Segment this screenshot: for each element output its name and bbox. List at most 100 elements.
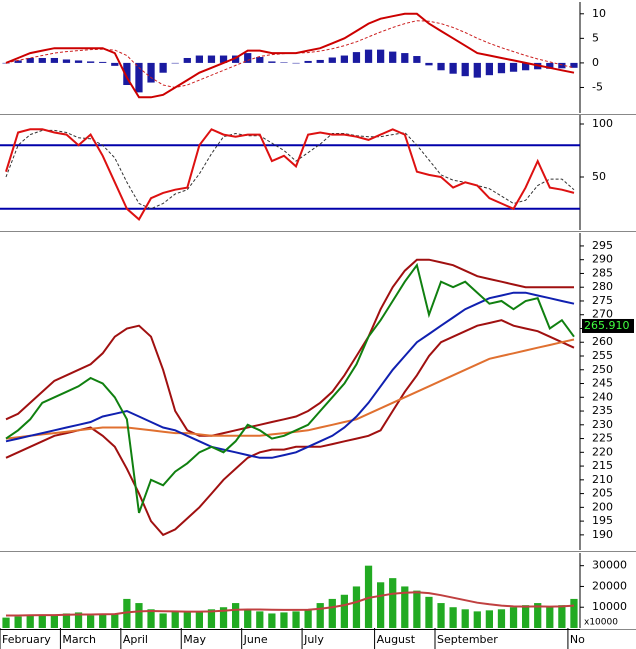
y-tick-label: 190 [592, 528, 613, 541]
bar [292, 611, 300, 628]
y-tick-label: 235 [592, 404, 613, 417]
bar [437, 603, 445, 628]
y-tick-label: 285 [592, 266, 613, 279]
bar [171, 62, 179, 64]
y-tick-label: 280 [592, 280, 613, 293]
bar [159, 613, 167, 628]
bar [244, 53, 252, 63]
bar [558, 62, 566, 69]
bar [147, 62, 155, 83]
bar [183, 612, 191, 628]
bar [38, 57, 46, 63]
x-tick-label: September [437, 633, 498, 646]
x-tick-label: April [123, 633, 148, 646]
series-line [5, 291, 575, 459]
bar [316, 59, 324, 63]
last-value-label: 265.910 [584, 319, 630, 332]
x-tick-label: No [570, 633, 585, 646]
y-tick-label: 245 [592, 377, 613, 390]
bar [14, 616, 22, 628]
bar [123, 598, 131, 628]
y-tick-label: 210 [592, 473, 613, 486]
series-line [5, 128, 575, 221]
bar [292, 62, 300, 64]
y-tick-label: 205 [592, 487, 613, 500]
bar [147, 609, 155, 628]
bar [473, 62, 481, 78]
bar [461, 609, 469, 628]
y-tick-label: 250 [592, 363, 613, 376]
bar [316, 603, 324, 628]
bar [256, 611, 264, 628]
bar [425, 62, 433, 66]
bar [50, 57, 58, 63]
y-tick-label: 10 [592, 7, 606, 20]
bar [522, 62, 530, 71]
bar [256, 57, 264, 63]
y-tick-label: 225 [592, 432, 613, 445]
bar [280, 612, 288, 628]
bar [111, 613, 119, 628]
bar [340, 55, 348, 63]
bar [461, 62, 469, 77]
bar [219, 55, 228, 63]
unit-label: x10000 [584, 618, 618, 628]
bar [352, 52, 361, 63]
bar [135, 603, 143, 628]
bar [2, 62, 10, 64]
series-line [5, 262, 575, 514]
bar [244, 609, 252, 628]
bar [534, 603, 542, 628]
y-tick-label: 215 [592, 459, 613, 472]
y-tick-label: 0 [592, 56, 599, 69]
bar [171, 611, 179, 628]
bar [413, 590, 421, 628]
y-tick-label: 260 [592, 335, 613, 348]
series-line [6, 591, 575, 617]
bar [232, 603, 240, 628]
y-tick-label: 100 [592, 117, 613, 130]
bar [50, 615, 58, 628]
bar [497, 62, 506, 74]
bar [340, 594, 348, 628]
bar [62, 59, 71, 63]
bar [207, 609, 216, 628]
bar [473, 611, 481, 628]
bar [328, 598, 336, 628]
bar [413, 56, 421, 63]
bar [570, 598, 578, 628]
bar [26, 615, 34, 628]
bar [26, 57, 34, 63]
bar [62, 613, 71, 628]
y-tick-label: 30000 [592, 559, 627, 572]
bar [2, 617, 10, 628]
bar [485, 62, 493, 76]
last-value-box [582, 318, 634, 333]
series-line [5, 12, 575, 99]
x-tick-label: August [377, 633, 416, 646]
bar [509, 607, 518, 628]
bar [74, 60, 83, 63]
bar [377, 582, 385, 628]
bar [497, 609, 506, 628]
bar [558, 605, 566, 628]
bar [219, 607, 228, 628]
x-tick-label: March [62, 633, 96, 646]
bar [87, 61, 95, 63]
bar [87, 615, 95, 628]
x-tick-label: May [183, 633, 206, 646]
series-line [5, 129, 575, 210]
bar [449, 62, 457, 74]
bar [401, 586, 409, 628]
bar [389, 578, 397, 628]
y-tick-label: 275 [592, 294, 613, 307]
series-line [5, 319, 575, 537]
y-tick-label: 20000 [592, 579, 627, 592]
series-line [5, 20, 575, 89]
y-tick-label: 255 [592, 349, 613, 362]
bar [195, 611, 203, 628]
y-tick-label: 10000 [592, 600, 627, 613]
x-tick-label: June [243, 633, 268, 646]
y-tick-label: 270 [592, 308, 613, 321]
